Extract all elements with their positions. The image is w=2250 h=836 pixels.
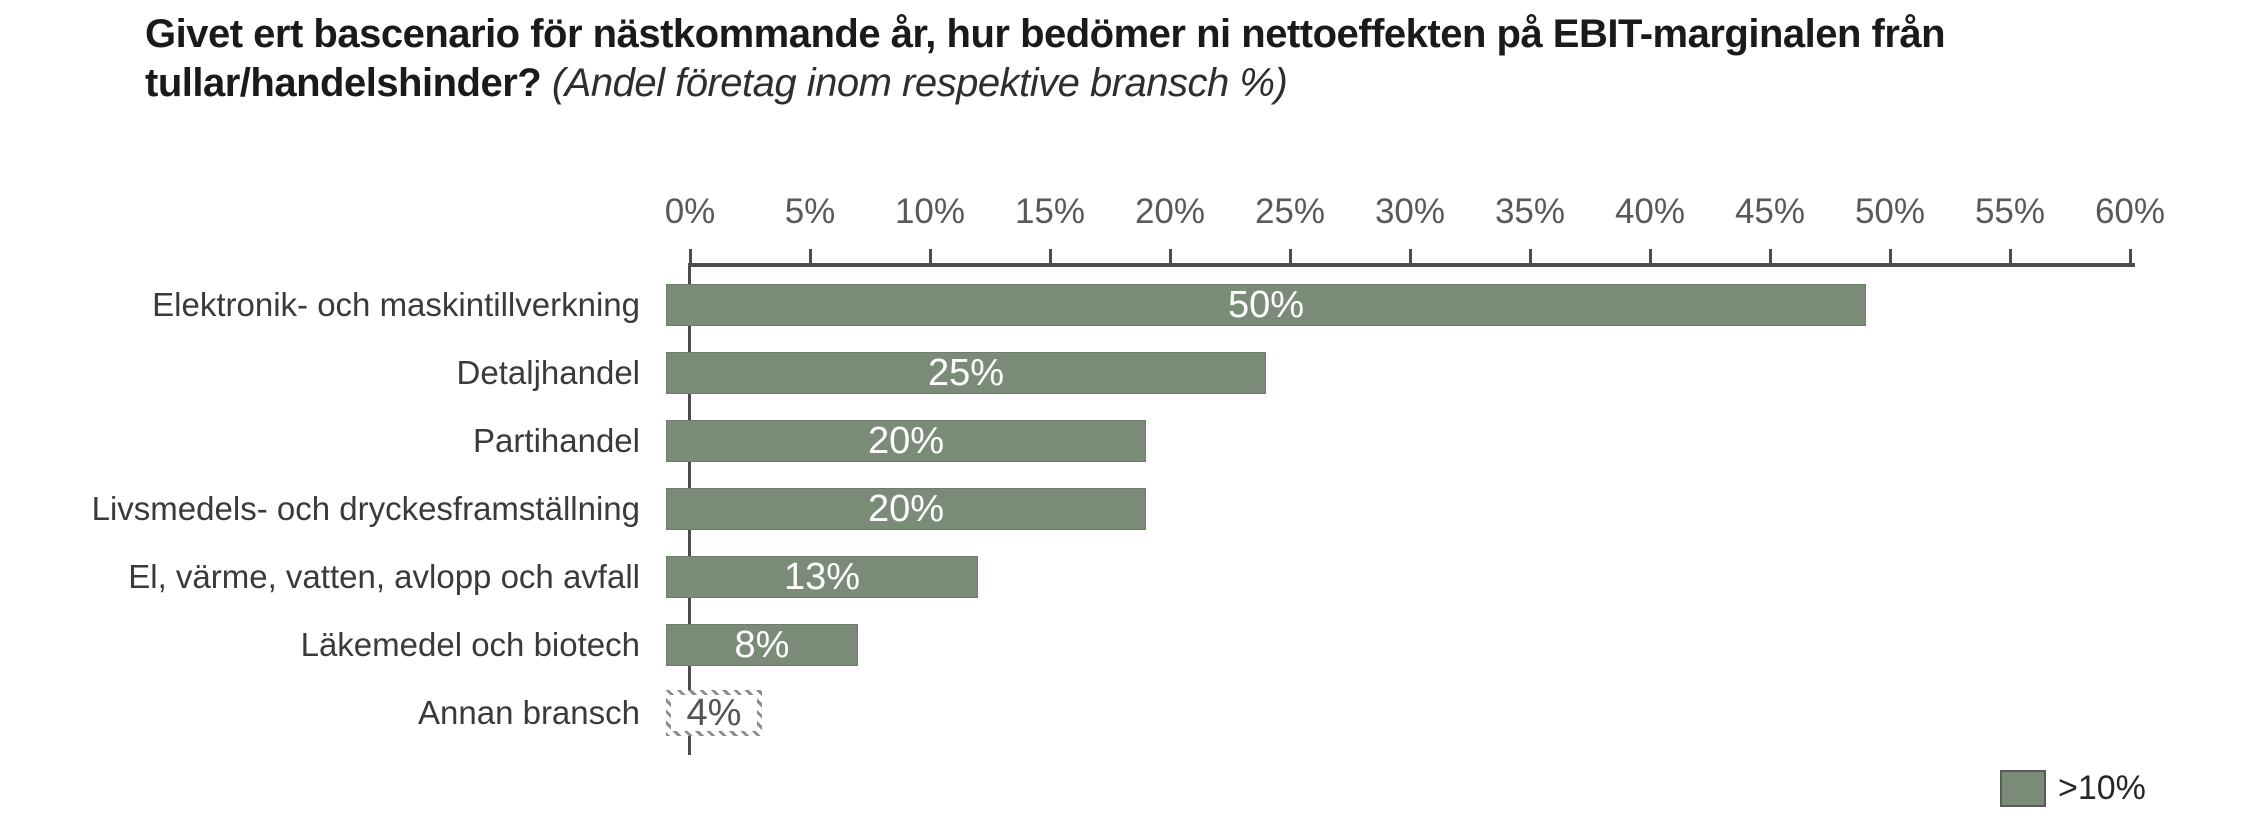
- x-axis-tick-label: 30%: [1374, 192, 1446, 231]
- x-axis-tick-label: 45%: [1734, 192, 1806, 231]
- legend-label: >10%: [2058, 769, 2146, 807]
- x-axis-tick-label: 50%: [1854, 192, 1926, 231]
- category-label: Detaljhandel: [456, 354, 640, 391]
- x-axis-line: [688, 263, 2135, 267]
- x-axis-tick-mark: [1288, 249, 1292, 263]
- x-axis-tick-label: 20%: [1134, 192, 1206, 231]
- x-axis-tick-label: 55%: [1974, 192, 2046, 231]
- x-axis-tick-label: 0%: [664, 192, 716, 231]
- bar-area: 4%: [665, 679, 2105, 747]
- legend-swatch: [2000, 770, 2046, 807]
- x-axis-tick-mark: [1768, 249, 1772, 263]
- category-label: El, värme, vatten, avlopp och avfall: [128, 558, 640, 595]
- x-axis-tick-label: 15%: [1014, 192, 1086, 231]
- legend: >10%: [2000, 769, 2146, 808]
- bar: 20%: [666, 420, 1146, 462]
- bar-value-label: 20%: [867, 488, 945, 530]
- bar-hatched: 4%: [666, 690, 762, 736]
- x-axis-tick-labels: 0% 5% 10% 15% 20% 25% 30% 35% 40% 45% 50% 55% 60%: [665, 192, 2165, 238]
- chart-row: Läkemedel och biotech 8%: [0, 611, 2250, 679]
- bar: 13%: [666, 556, 978, 598]
- chart-title-line2-bold: tullar/handelshinder?: [145, 61, 542, 105]
- bar-value-label: 20%: [867, 420, 945, 462]
- bar: 8%: [666, 624, 858, 666]
- category-label: Läkemedel och biotech: [300, 626, 640, 663]
- category-label: Partihandel: [473, 422, 640, 459]
- x-axis-tick-mark: [1888, 249, 1892, 263]
- bar-value-label: 13%: [783, 556, 861, 598]
- chart-row: Annan bransch 4%: [0, 679, 2250, 747]
- x-axis-tick-mark: [1048, 249, 1052, 263]
- x-axis-tick-mark: [2008, 249, 2012, 263]
- x-axis-tick-mark: [1648, 249, 1652, 263]
- chart-row: Partihandel 20%: [0, 407, 2250, 475]
- bar-area: 8%: [665, 611, 2105, 679]
- bar-chart: Elektronik- och maskintillverkning 50% Det…: [0, 271, 2250, 747]
- bar-value-label: 4%: [686, 692, 742, 734]
- category-label: Livsmedels- och dryckesframställning: [91, 490, 640, 527]
- chart-row: Livsmedels- och dryckesframställning 20%: [0, 475, 2250, 543]
- x-axis-tick-label: 40%: [1614, 192, 1686, 231]
- chart-row: Detaljhandel 25%: [0, 339, 2250, 407]
- chart-subtitle: (Andel företag inom respektive bransch %…: [551, 61, 1288, 105]
- bar-area: 25%: [665, 339, 2105, 407]
- bar-hatched-inner: 4%: [671, 692, 757, 734]
- x-axis-tick-label: 35%: [1494, 192, 1566, 231]
- category-label: Elektronik- och maskintillverkning: [152, 286, 640, 323]
- bar-value-label: 25%: [927, 352, 1005, 394]
- chart-title: Givet ert bascenario för nästkommande år…: [145, 10, 2155, 108]
- x-axis-tick-label: 25%: [1254, 192, 1326, 231]
- x-axis-tick-mark: [2128, 249, 2132, 263]
- bar: 50%: [666, 284, 1866, 326]
- bar-area: 20%: [665, 407, 2105, 475]
- chart-row: El, värme, vatten, avlopp och avfall 13%: [0, 543, 2250, 611]
- category-label: Annan bransch: [418, 694, 640, 731]
- bar-area: 50%: [665, 271, 2105, 339]
- x-axis-tick-label: 10%: [894, 192, 966, 231]
- bar-value-label: 50%: [1227, 284, 1305, 326]
- chart-title-line1: Givet ert bascenario för nästkommande år…: [145, 12, 1946, 56]
- x-axis-tick-mark: [688, 249, 692, 263]
- bar-value-label: 8%: [734, 624, 790, 666]
- x-axis-tick-mark: [1408, 249, 1412, 263]
- chart-title-line2: tullar/handelshinder? (Andel företag ino…: [145, 59, 2155, 108]
- bar-area: 20%: [665, 475, 2105, 543]
- x-axis-tick-mark: [1168, 249, 1172, 263]
- x-axis-tick-mark: [1528, 249, 1532, 263]
- x-axis-tick-label: 5%: [784, 192, 836, 231]
- x-axis-tick-mark: [808, 249, 812, 263]
- bar-area: 13%: [665, 543, 2105, 611]
- bar: 20%: [666, 488, 1146, 530]
- x-axis-tick-mark: [928, 249, 932, 263]
- x-axis-tick-label: 60%: [2094, 192, 2166, 231]
- chart-row: Elektronik- och maskintillverkning 50%: [0, 271, 2250, 339]
- bar: 25%: [666, 352, 1266, 394]
